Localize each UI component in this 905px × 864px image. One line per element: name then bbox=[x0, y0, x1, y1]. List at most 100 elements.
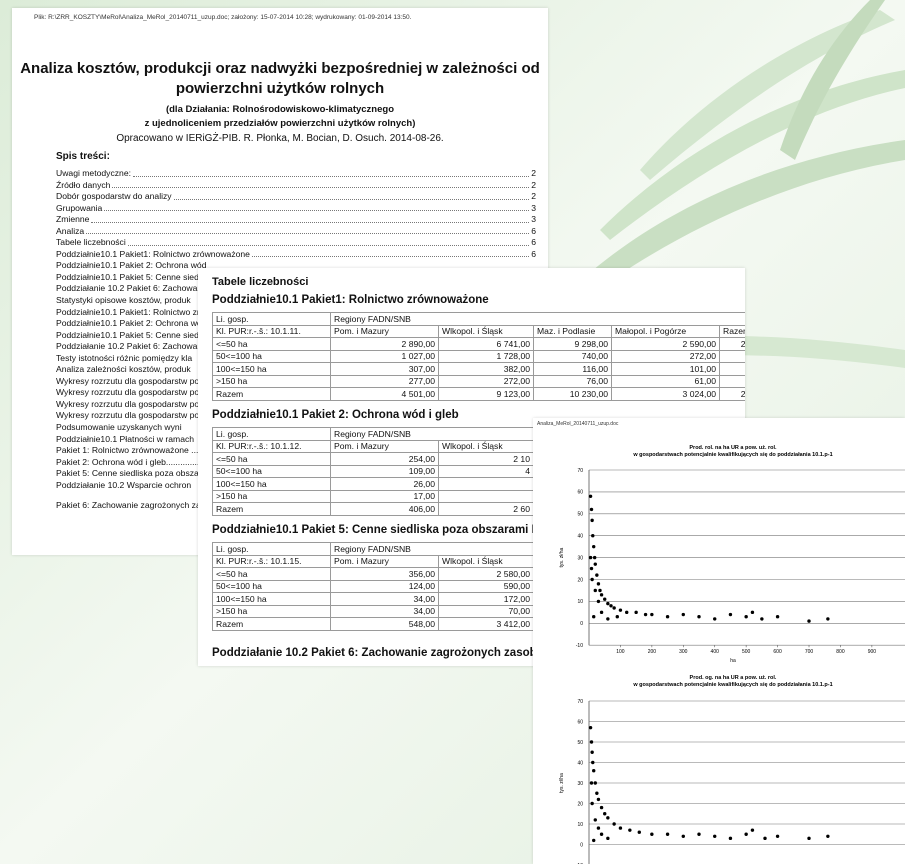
toc-text: Poddziałnie10.1 Płatności w ramach bbox=[56, 434, 194, 446]
table-cell: 100<=150 ha bbox=[213, 593, 331, 606]
scatter-point bbox=[590, 508, 593, 511]
scatter-point bbox=[589, 726, 592, 729]
toc-text: Poddziałanie 10.2 Wsparcie ochron bbox=[56, 480, 191, 492]
table-cell: 254,00 bbox=[331, 453, 439, 466]
y-tick-label: 20 bbox=[577, 577, 583, 583]
scatter-point bbox=[592, 545, 595, 548]
table-cell: Li. gosp. bbox=[213, 313, 331, 326]
toc-page: 3 bbox=[531, 203, 536, 215]
scatter-point bbox=[650, 833, 653, 836]
table-cell: 70,00 bbox=[439, 605, 534, 618]
subtitle: z ujednoliceniem przedziałów powierzchni… bbox=[12, 118, 548, 129]
table-cell: 50<=100 ha bbox=[213, 580, 331, 593]
y-tick-label: 70 bbox=[577, 468, 583, 474]
scatter-point bbox=[612, 822, 615, 825]
toc-text: Pakiet 1: Rolnictwo zrównoważone ....... bbox=[56, 445, 208, 457]
scatter-point bbox=[606, 617, 609, 620]
scatter-point bbox=[609, 604, 612, 607]
scatter-point bbox=[807, 619, 810, 622]
toc-page: 2 bbox=[531, 168, 536, 180]
table-cell: Razem bbox=[213, 388, 331, 401]
y-tick-label: 20 bbox=[577, 801, 583, 807]
y-tick-label: 30 bbox=[577, 555, 583, 561]
toc-title: Spis treści: bbox=[56, 151, 110, 162]
toc-leader bbox=[104, 203, 529, 212]
scatter-point bbox=[603, 812, 606, 815]
toc-text: Poddziałanie 10.2 Pakiet 6: Zachowani bbox=[56, 341, 204, 353]
toc-text: Poddziałnie10.1 Pakiet 5: Cenne siedlis bbox=[56, 330, 207, 342]
scatter-point bbox=[682, 613, 685, 616]
table-cell: 101,00 bbox=[612, 363, 720, 376]
scatter-point bbox=[619, 608, 622, 611]
table-cell: 307,00 bbox=[331, 363, 439, 376]
scatter-point bbox=[594, 818, 597, 821]
scatter-point bbox=[606, 837, 609, 840]
y-tick-label: 40 bbox=[577, 760, 583, 766]
y-axis-label: tys. zł/ha bbox=[559, 773, 565, 793]
table-cell: <=50 ha bbox=[213, 338, 331, 351]
y-tick-label: 60 bbox=[577, 719, 583, 725]
toc-text: Poddziałnie10.1 Pakiet 2: Ochrona wód bbox=[56, 260, 207, 272]
scatter-point bbox=[591, 534, 594, 537]
toc-page: 2 bbox=[531, 191, 536, 203]
scatter-point bbox=[590, 567, 593, 570]
scatter-point bbox=[598, 589, 601, 592]
scatter-point bbox=[591, 761, 594, 764]
table-cell: 3 412,00 bbox=[439, 618, 534, 631]
table-cell: 686,00 bbox=[720, 375, 746, 388]
scatter-point bbox=[697, 833, 700, 836]
scatter-point bbox=[744, 615, 747, 618]
scatter-point bbox=[590, 802, 593, 805]
scatter-point bbox=[619, 826, 622, 829]
document-page: Analiza_MeRol_20140711_uzup.doc Prod. ro… bbox=[533, 418, 905, 864]
toc-text: Zmienne bbox=[56, 214, 89, 226]
scatter-point bbox=[600, 611, 603, 614]
scatter-point bbox=[589, 495, 592, 498]
table-cell: 50<=100 ha bbox=[213, 350, 331, 363]
y-tick-label: 0 bbox=[580, 621, 583, 627]
scatter-point bbox=[612, 606, 615, 609]
subtitle: (dla Działania: Rolnośrodowiskowo-klimat… bbox=[12, 104, 548, 115]
table-row: 50<=100 ha1 027,001 728,00740,00272,003 … bbox=[213, 350, 746, 363]
table-cell: 109,00 bbox=[331, 465, 439, 478]
scatter-point bbox=[634, 611, 637, 614]
table-cell: 2 890,00 bbox=[331, 338, 439, 351]
x-tick-label: 700 bbox=[805, 649, 814, 655]
table-cell: 3 024,00 bbox=[612, 388, 720, 401]
table-cell: 272,00 bbox=[439, 375, 534, 388]
table-cell: 100<=150 ha bbox=[213, 478, 331, 491]
scatter-point bbox=[595, 792, 598, 795]
table-cell: 21 519,00 bbox=[720, 338, 746, 351]
toc-text: Wykresy rozrzutu dla gospodarstw pote bbox=[56, 410, 206, 422]
table-cell: 406,00 bbox=[331, 503, 439, 516]
y-tick-label: 10 bbox=[577, 599, 583, 605]
table-cell: 26 878,00 bbox=[720, 388, 746, 401]
toc-entry: Poddziałnie10.1 Pakiet1: Rolnictwo zrówn… bbox=[56, 249, 536, 261]
table-cell: <=50 ha bbox=[213, 568, 331, 581]
scatter-point bbox=[826, 617, 829, 620]
table-cell: 6 741,00 bbox=[439, 338, 534, 351]
table-cell: 4 bbox=[439, 465, 534, 478]
toc-page: 3 bbox=[531, 214, 536, 226]
table-cell: >150 ha bbox=[213, 375, 331, 388]
toc-text: Pakiet 5: Cenne siedliska poza obszara bbox=[56, 468, 206, 480]
toc-leader bbox=[112, 180, 529, 189]
table-cell: 272,00 bbox=[612, 350, 720, 363]
table-cell bbox=[439, 490, 534, 503]
toc-text: Grupowania bbox=[56, 203, 102, 215]
scatter-point bbox=[729, 837, 732, 840]
table-cell: 100<=150 ha bbox=[213, 363, 331, 376]
table-cell: 2 60 bbox=[439, 503, 534, 516]
toc-text: Poddziałnie10.1 Pakiet1: Rolnictwo zró bbox=[56, 307, 205, 319]
y-tick-label: 0 bbox=[580, 842, 583, 848]
table-cell: Li. gosp. bbox=[213, 543, 331, 556]
toc-text: Analiza zależności kosztów, produk bbox=[56, 364, 191, 376]
toc-page: 2 bbox=[531, 180, 536, 192]
table-cell: 4 501,00 bbox=[331, 388, 439, 401]
scatter-point bbox=[682, 835, 685, 838]
y-tick-label: 40 bbox=[577, 534, 583, 540]
table-cell: 590,00 bbox=[439, 580, 534, 593]
chart-title: w gospodarstwach potencjalnie kwalifikuj… bbox=[632, 682, 832, 688]
scatter-point bbox=[826, 835, 829, 838]
toc-text: Testy istotności różnic pomiędzy kla bbox=[56, 353, 192, 365]
